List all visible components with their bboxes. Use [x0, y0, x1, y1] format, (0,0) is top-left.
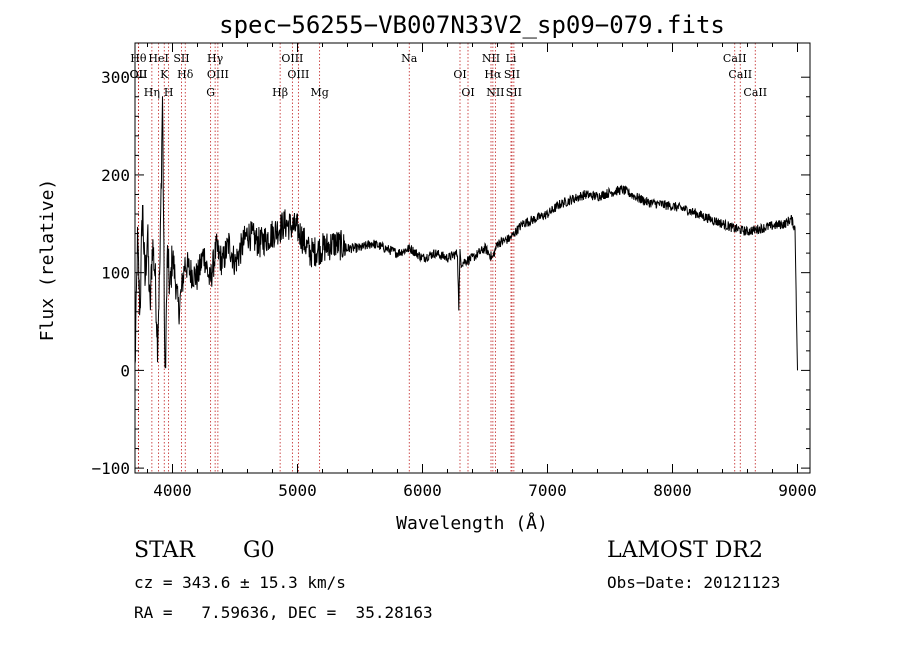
line-label: OI: [461, 86, 474, 99]
chart-title: spec−56255−VB007N33V2_sp09−079.fits: [219, 11, 725, 39]
line-label: CaII: [728, 68, 752, 81]
line-label: Hγ: [207, 52, 224, 65]
line-label: H: [164, 86, 174, 99]
line-label: OII: [130, 68, 148, 81]
y-tick-label: −100: [91, 459, 130, 478]
spectral-line-labels: HθOIIOIIHηHeIKHSIIHδGHγOIIIHβOIIIOIIIMgN…: [130, 52, 768, 99]
line-label: OIII: [281, 52, 303, 65]
line-label: SII: [173, 52, 189, 65]
line-label: G: [206, 86, 215, 99]
line-label: SII: [504, 68, 520, 81]
x-tick-label: 9000: [778, 481, 817, 500]
observation-date: Obs−Date: 20121123: [607, 573, 781, 592]
line-label: Hδ: [177, 68, 194, 81]
line-label: K: [160, 68, 169, 81]
line-label: NII: [482, 52, 500, 65]
line-label: OIII: [207, 68, 229, 81]
y-axis-ticks: −100 0 100 200 300: [91, 68, 810, 478]
x-axis-label: Wavelength (Å): [396, 512, 548, 534]
y-axis-label: Flux (relative): [37, 179, 58, 342]
x-tick-label: 7000: [528, 481, 567, 500]
redshift-text: cz = 343.6 ± 15.3 km/s: [134, 573, 346, 592]
line-label: CaII: [723, 52, 747, 65]
object-class: STAR: [134, 538, 195, 563]
survey-name: LAMOST DR2: [607, 538, 763, 563]
line-label: Hθ: [130, 52, 147, 65]
line-label: HeI: [148, 52, 168, 65]
line-label: Li: [506, 52, 517, 65]
line-label: OIII: [287, 68, 309, 81]
y-tick-label: 200: [101, 166, 130, 185]
line-label: OI: [453, 68, 466, 81]
x-axis-ticks: 4000 5000 6000 7000 8000 9000: [147, 43, 817, 500]
x-tick-label: 5000: [278, 481, 317, 500]
object-subclass: G0: [243, 538, 275, 563]
x-tick-label: 6000: [403, 481, 442, 500]
line-label: Hη: [144, 86, 160, 99]
flux-series-line: [134, 96, 798, 371]
line-label: Hα: [484, 68, 502, 81]
x-tick-label: 4000: [153, 481, 192, 500]
line-label: NII: [486, 86, 504, 99]
x-tick-label: 8000: [653, 481, 692, 500]
line-label: Mg: [310, 86, 328, 99]
y-tick-label: 300: [101, 68, 130, 87]
line-label: Na: [401, 52, 418, 65]
coordinates-text: RA = 7.59636, DEC = 35.28163: [134, 603, 433, 622]
line-label: SII: [506, 86, 522, 99]
y-tick-label: 100: [101, 264, 130, 283]
line-label: Hβ: [272, 86, 288, 99]
y-tick-label: 0: [120, 361, 130, 380]
line-label: CaII: [743, 86, 767, 99]
line-label: OII: [130, 68, 148, 81]
